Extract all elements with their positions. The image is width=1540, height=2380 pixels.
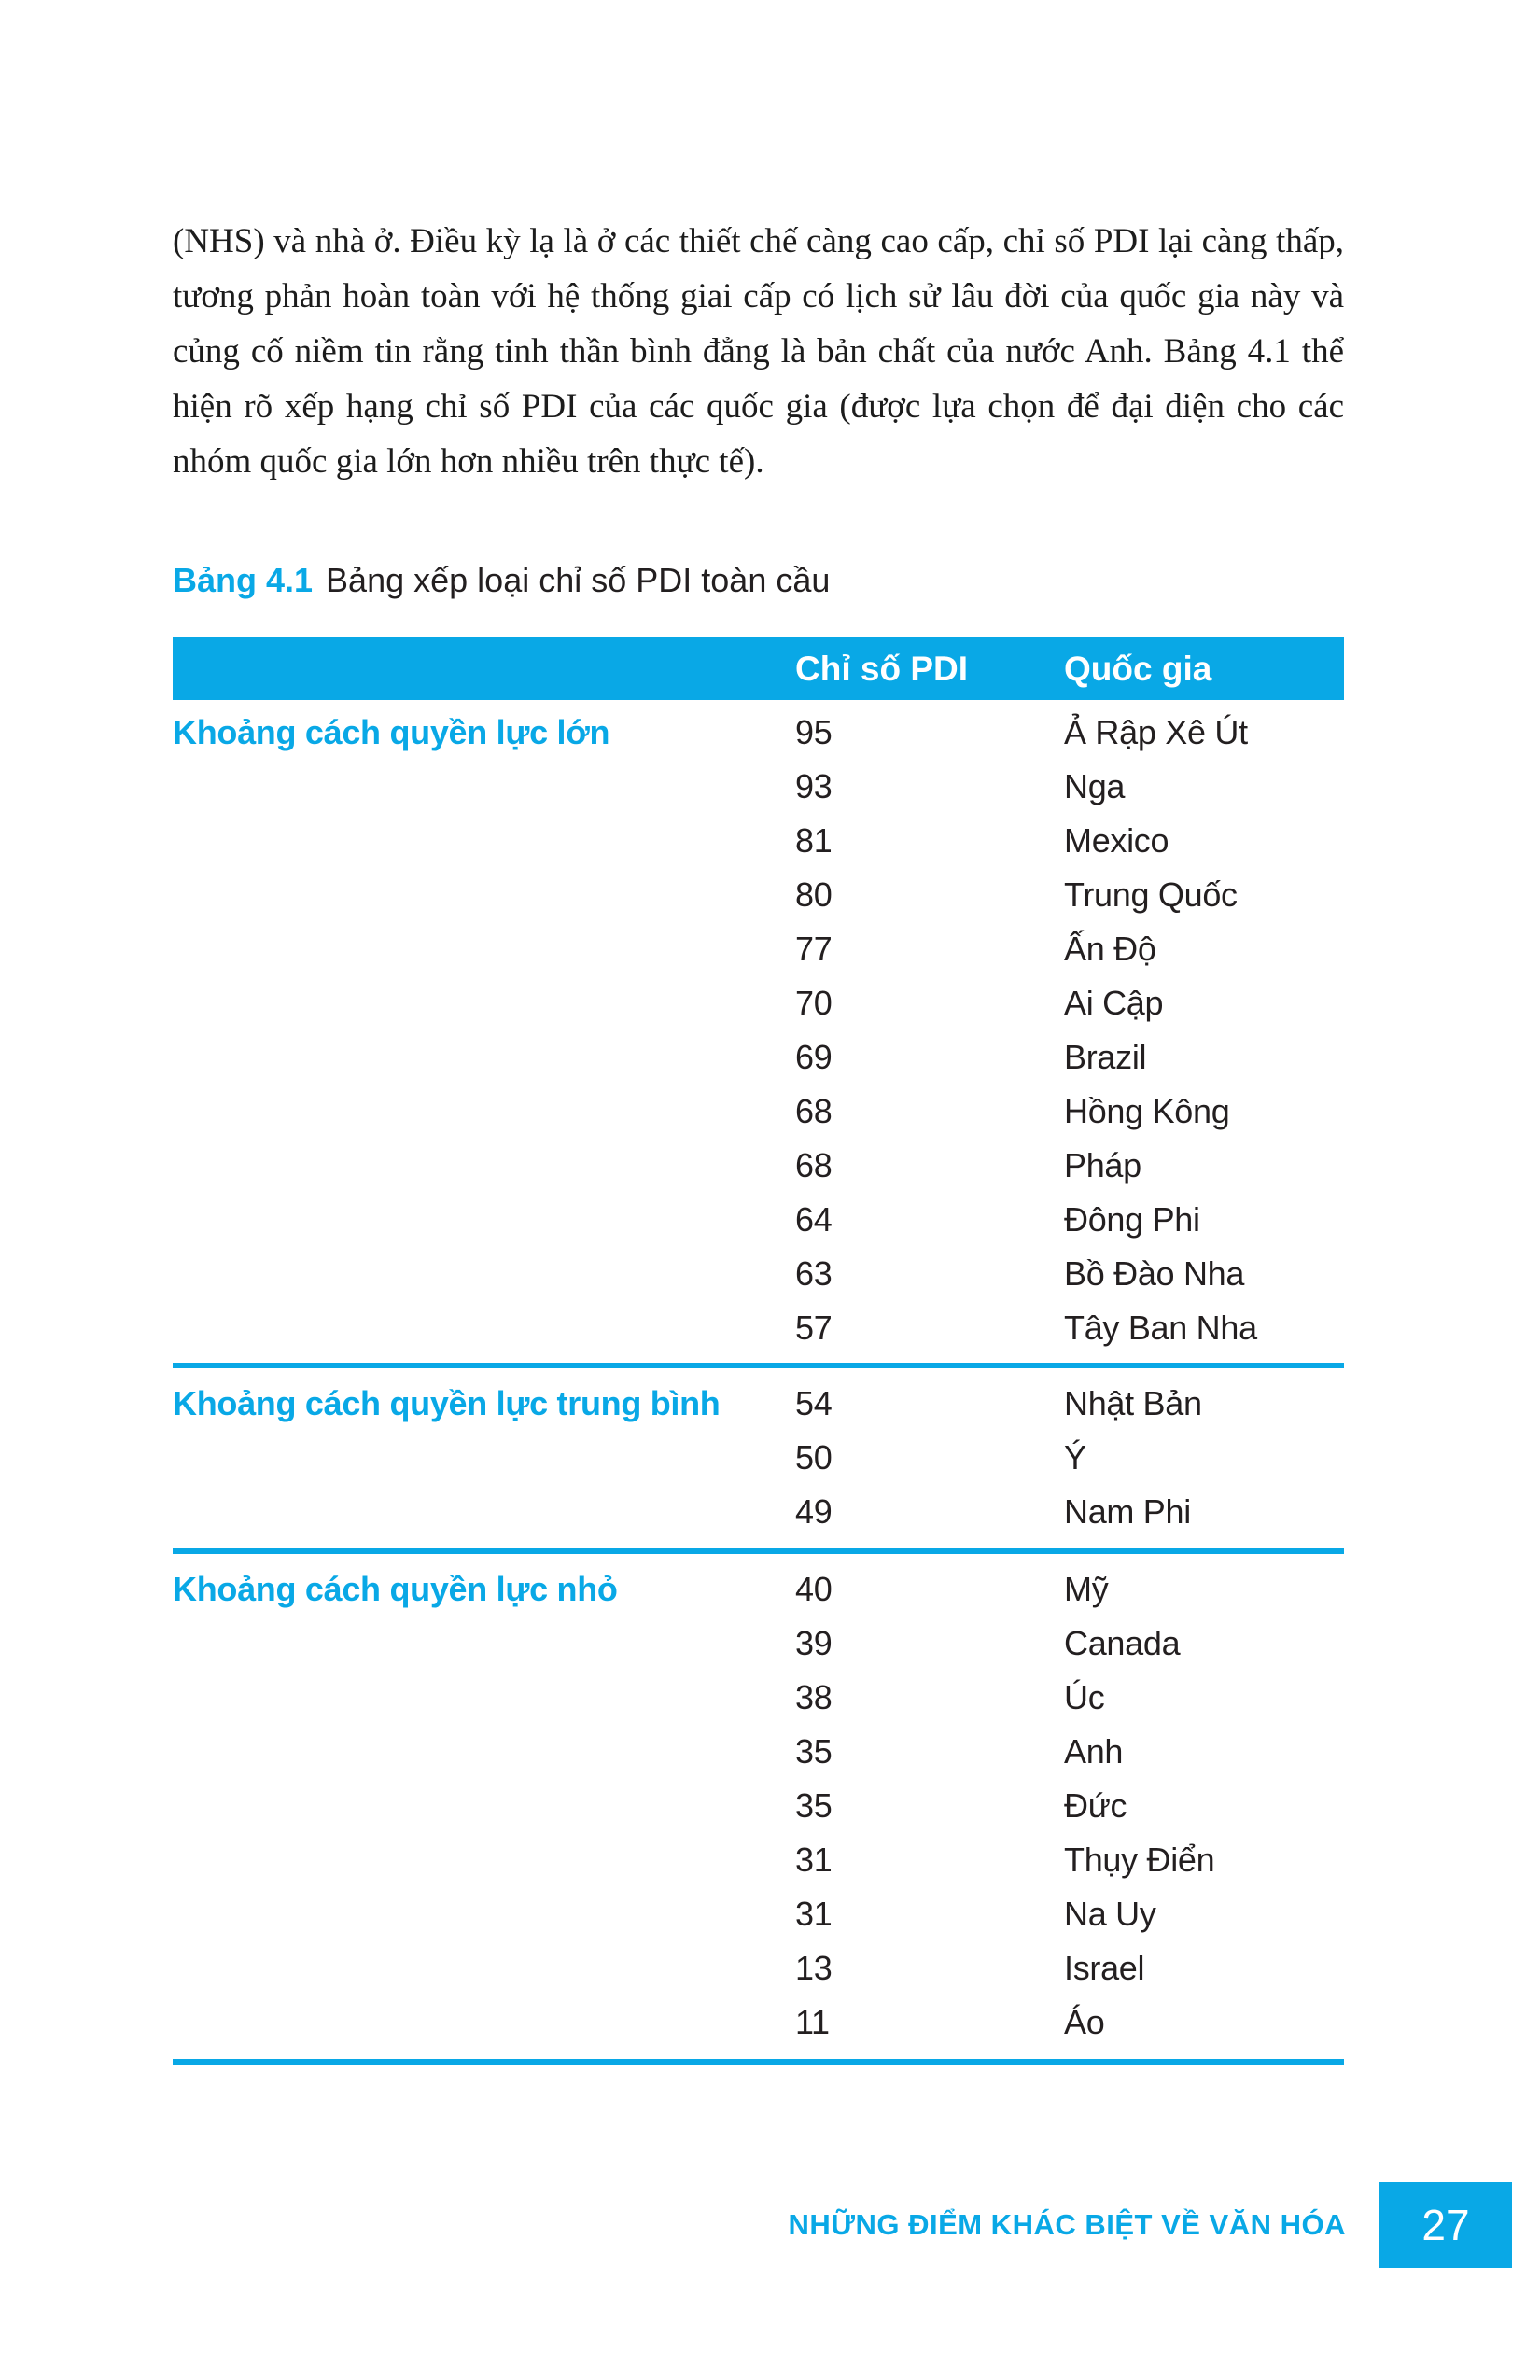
country-name: Na Uy — [1064, 1895, 1156, 1933]
table-row: 57 Tây Ban Nha — [173, 1301, 1344, 1355]
table-row: 31 Na Uy — [173, 1887, 1344, 1941]
table-row: 81 Mexico — [173, 814, 1344, 868]
pdi-value: 31 — [795, 1841, 833, 1879]
country-name: Mỹ — [1064, 1570, 1109, 1608]
country-name: Ấn Độ — [1064, 930, 1156, 968]
pdi-value: 54 — [795, 1384, 833, 1422]
table-row: 11 Áo — [173, 1995, 1344, 2050]
table-row: 80 Trung Quốc — [173, 868, 1344, 922]
pdi-value: 13 — [795, 1949, 833, 1987]
country-name: Canada — [1064, 1624, 1181, 1662]
table-row: 68 Pháp — [173, 1139, 1344, 1193]
page-number: 27 — [1421, 2201, 1470, 2249]
pdi-value: 49 — [795, 1492, 833, 1531]
country-name: Áo — [1064, 2003, 1105, 2041]
page-number-box: 27 — [1379, 2182, 1512, 2268]
country-name: Ả Rập Xê Út — [1064, 713, 1248, 751]
pdi-value: 31 — [795, 1895, 833, 1933]
header-pdi: Chỉ số PDI — [795, 649, 969, 688]
table-row: Khoảng cách quyền lực trung bình 54 Nhật… — [173, 1377, 1344, 1431]
table-row: 63 Bồ Đào Nha — [173, 1247, 1344, 1301]
table-row: 69 Brazil — [173, 1030, 1344, 1085]
pdi-value: 69 — [795, 1038, 833, 1076]
pdi-value: 64 — [795, 1200, 833, 1239]
pdi-value: 35 — [795, 1786, 833, 1825]
pdi-value: 38 — [795, 1678, 833, 1716]
table-row: 77 Ấn Độ — [173, 922, 1344, 976]
table-section: Khoảng cách quyền lực nhỏ 40 Mỹ 39 Canad… — [173, 1548, 1344, 2059]
pdi-value: 11 — [795, 2003, 830, 2041]
section-label: Khoảng cách quyền lực trung bình — [173, 1384, 721, 1422]
table-row: 64 Đông Phi — [173, 1193, 1344, 1247]
country-name: Anh — [1064, 1732, 1124, 1771]
pdi-value: 68 — [795, 1092, 833, 1130]
country-name: Nga — [1064, 767, 1126, 805]
table-row: Khoảng cách quyền lực nhỏ 40 Mỹ — [173, 1562, 1344, 1617]
country-name: Israel — [1064, 1949, 1145, 1987]
pdi-value: 95 — [795, 713, 833, 751]
section-label: Khoảng cách quyền lực nhỏ — [173, 1570, 618, 1608]
pdi-value: 63 — [795, 1254, 833, 1293]
table-row: 35 Anh — [173, 1725, 1344, 1779]
table-row: 68 Hồng Kông — [173, 1085, 1344, 1139]
country-name: Nam Phi — [1064, 1492, 1191, 1531]
country-name: Brazil — [1064, 1038, 1147, 1076]
table-caption: Bảng 4.1 Bảng xếp loại chỉ số PDI toàn cầ… — [173, 561, 1344, 600]
table-row: 50 Ý — [173, 1431, 1344, 1485]
pdi-value: 93 — [795, 767, 833, 805]
pdi-table-body: Khoảng cách quyền lực lớn 95 Ả Rập Xê Út… — [173, 700, 1344, 2065]
table-section: Khoảng cách quyền lực lớn 95 Ả Rập Xê Út… — [173, 700, 1344, 1363]
running-footer-title: NHỮNG ĐIỂM KHÁC BIỆT VỀ VĂN HÓA — [788, 2208, 1346, 2241]
header-country: Quốc gia — [1064, 649, 1212, 688]
table-row: 39 Canada — [173, 1617, 1344, 1671]
pdi-value: 40 — [795, 1570, 833, 1608]
table-row: 38 Úc — [173, 1671, 1344, 1725]
table-row: 13 Israel — [173, 1941, 1344, 1995]
country-name: Đức — [1064, 1786, 1127, 1825]
table-caption-label: Bảng 4.1 — [173, 561, 314, 599]
country-name: Trung Quốc — [1064, 875, 1238, 914]
country-name: Đông Phi — [1064, 1200, 1200, 1239]
country-name: Ai Cập — [1064, 984, 1164, 1022]
country-name: Mexico — [1064, 821, 1169, 860]
pdi-table: Chỉ số PDI Quốc gia Khoảng cách quyền lự… — [173, 637, 1344, 2065]
country-name: Bồ Đào Nha — [1064, 1254, 1245, 1293]
pdi-value: 57 — [795, 1309, 833, 1347]
country-name: Pháp — [1064, 1146, 1141, 1184]
country-name: Ý — [1064, 1438, 1086, 1477]
country-name: Thụy Điển — [1064, 1841, 1215, 1879]
country-name: Hồng Kông — [1064, 1092, 1230, 1130]
pdi-value: 39 — [795, 1624, 833, 1662]
table-section: Khoảng cách quyền lực trung bình 54 Nhật… — [173, 1363, 1344, 1548]
page-footer: NHỮNG ĐIỂM KHÁC BIỆT VỀ VĂN HÓA 27 — [788, 2182, 1512, 2268]
body-paragraph: (NHS) và nhà ở. Điều kỳ lạ là ở các thiế… — [173, 222, 1344, 481]
pdi-value: 77 — [795, 930, 833, 968]
country-name: Nhật Bản — [1064, 1384, 1202, 1422]
pdi-value: 80 — [795, 875, 833, 914]
pdi-value: 35 — [795, 1732, 833, 1771]
table-row: Khoảng cách quyền lực lớn 95 Ả Rập Xê Út — [173, 706, 1344, 760]
table-row: 70 Ai Cập — [173, 976, 1344, 1030]
section-label: Khoảng cách quyền lực lớn — [173, 713, 610, 751]
country-name: Tây Ban Nha — [1064, 1309, 1257, 1347]
country-name: Úc — [1064, 1678, 1105, 1716]
pdi-value: 81 — [795, 821, 833, 860]
pdi-value: 70 — [795, 984, 833, 1022]
table-row: 93 Nga — [173, 760, 1344, 814]
pdi-value: 50 — [795, 1438, 833, 1477]
table-row: 49 Nam Phi — [173, 1485, 1344, 1539]
pdi-value: 68 — [795, 1146, 833, 1184]
pdi-table-header: Chỉ số PDI Quốc gia — [173, 637, 1344, 700]
table-caption-text: Bảng xếp loại chỉ số PDI toàn cầu — [326, 561, 831, 599]
table-row: 35 Đức — [173, 1779, 1344, 1833]
table-row: 31 Thụy Điển — [173, 1833, 1344, 1887]
